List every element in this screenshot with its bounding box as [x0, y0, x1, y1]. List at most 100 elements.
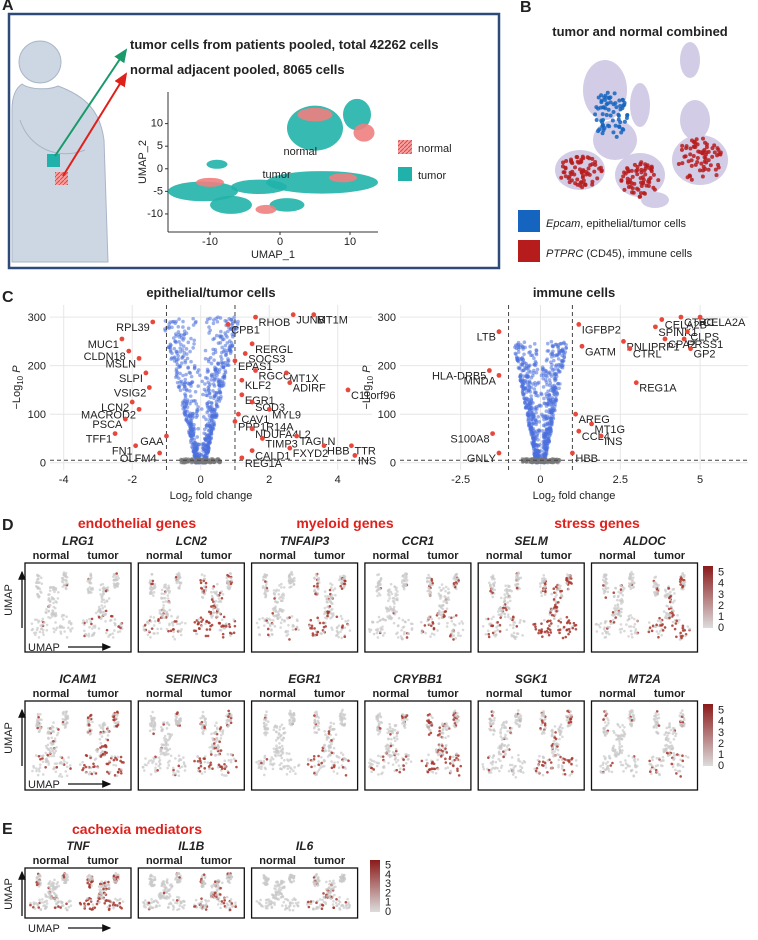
cloud-dot	[227, 326, 231, 330]
cell-dot	[152, 594, 155, 597]
cell-dot	[165, 612, 169, 615]
cell-dot	[38, 630, 42, 634]
cell-dot	[699, 161, 704, 166]
cell-dot	[144, 757, 147, 760]
cell-dot	[149, 636, 152, 639]
cell-dot	[696, 149, 701, 154]
cell-dot	[215, 615, 218, 618]
cloud-dot	[532, 387, 537, 391]
cell-dot	[280, 586, 283, 589]
cell-dot	[439, 597, 442, 600]
cloud-dot	[186, 365, 190, 370]
cell-dot	[64, 571, 68, 575]
y-tick-label: 5	[157, 140, 163, 152]
cell-dot	[280, 618, 284, 622]
cloud-dot	[218, 390, 222, 395]
cell-dot	[201, 723, 205, 727]
cell-dot	[628, 583, 632, 586]
cell-dot	[162, 753, 166, 756]
cell-dot	[57, 591, 60, 594]
cell-dot	[156, 627, 159, 631]
y-tick-label: -10	[147, 208, 163, 220]
cell-dot	[629, 629, 633, 633]
cell-dot	[276, 613, 280, 617]
cell-dot	[653, 590, 656, 594]
cell-dot	[646, 184, 651, 189]
point-label: RPL39	[116, 322, 150, 334]
cell-dot	[619, 584, 622, 587]
cell-dot	[100, 600, 104, 603]
cell-dot	[194, 629, 198, 633]
cell-dot	[343, 635, 347, 639]
cloud-dot	[535, 451, 540, 456]
cell-dot	[216, 744, 220, 747]
cell-dot	[63, 574, 67, 578]
cell-dot	[375, 631, 379, 635]
cell-dot	[162, 585, 166, 589]
cell-dot	[87, 723, 91, 726]
cell-dot	[41, 773, 45, 776]
cell-dot	[436, 629, 439, 632]
cell-dot	[600, 112, 605, 117]
cloud-dot	[189, 420, 194, 424]
cell-dot	[689, 158, 694, 163]
cell-dot	[450, 619, 454, 623]
cell-dot	[704, 145, 709, 150]
cell-dot	[607, 96, 612, 101]
cell-dot	[379, 577, 383, 580]
cell-dot	[227, 759, 231, 762]
cloud-dot	[520, 368, 524, 373]
cloud-dot	[545, 430, 550, 435]
cell-dot	[274, 610, 278, 613]
cell-dot	[175, 581, 179, 585]
condition-label: normal	[259, 688, 296, 700]
cell-dot	[39, 712, 42, 716]
cell-dot	[217, 753, 220, 756]
point-label: MT1X	[289, 373, 319, 385]
cell-dot	[220, 618, 224, 622]
cell-dot	[388, 614, 391, 618]
cloud-dot	[557, 362, 561, 367]
x-tick-label: 0	[537, 474, 543, 486]
cell-dot	[313, 576, 316, 580]
cell-dot	[272, 619, 275, 622]
colorbar-label: 1	[718, 611, 724, 623]
x-axis-label-part: 2	[188, 495, 193, 504]
cell-dot	[683, 573, 686, 577]
point-label: REG1A	[639, 383, 677, 395]
cell-dot	[151, 710, 154, 714]
cell-dot	[113, 623, 117, 627]
cloud-dot	[189, 359, 193, 364]
point-label: MYL9	[272, 409, 301, 421]
cell-dot	[278, 728, 281, 731]
cloud-dot	[526, 413, 530, 417]
cell-dot	[53, 762, 57, 765]
cell-dot	[508, 595, 512, 599]
cell-dot	[455, 573, 458, 576]
point	[249, 426, 255, 432]
cell-dot	[162, 604, 165, 607]
cell-dot	[405, 579, 409, 582]
cell-dot	[215, 727, 219, 731]
point	[496, 372, 502, 378]
cell-dot	[90, 622, 93, 626]
cell-dot	[86, 716, 90, 719]
cell-dot	[264, 733, 267, 737]
cell-dot	[640, 181, 645, 186]
cell-dot	[200, 726, 204, 729]
cell-dot	[625, 179, 630, 184]
cell-dot	[401, 618, 405, 622]
cloud-dot	[197, 442, 201, 447]
cell-dot	[290, 615, 294, 618]
cloud-dot	[196, 384, 201, 388]
cloud-dot	[174, 372, 179, 376]
colorbar-label: 4	[718, 578, 724, 590]
cloud-dot	[208, 382, 212, 386]
cell-dot	[703, 140, 708, 145]
cell-dot	[288, 586, 291, 589]
cloud-dot	[516, 345, 521, 349]
cell-dot	[147, 622, 150, 625]
cell-dot	[618, 599, 622, 602]
cell-dot	[210, 598, 214, 601]
cell-dot	[151, 579, 155, 583]
